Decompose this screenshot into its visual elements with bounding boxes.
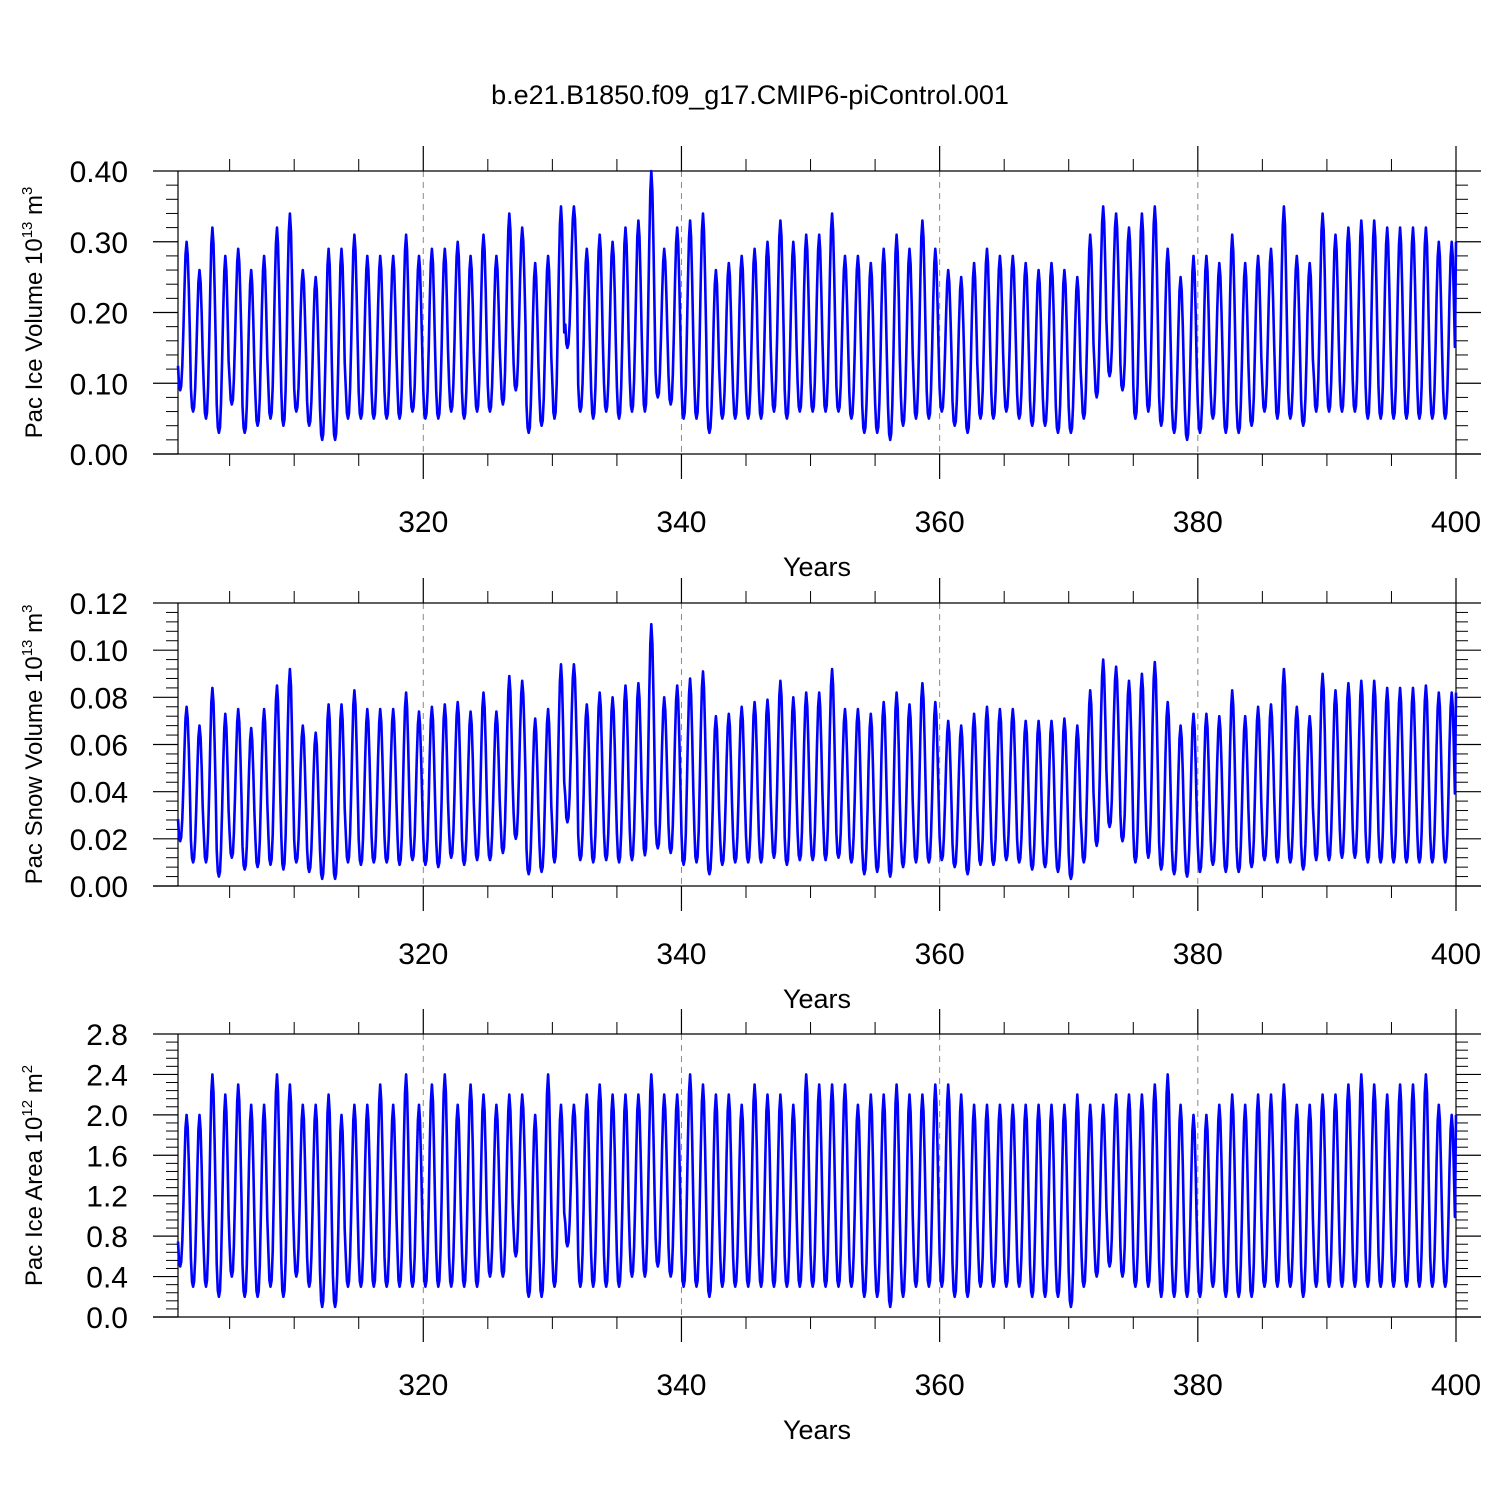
y-tick-label: 2.0 [86,1100,128,1133]
y-tick-label: 0.4 [86,1262,128,1295]
series-line [176,169,1458,442]
x-axis-label: Years [783,552,851,582]
series-line [176,1073,1458,1309]
y-tick-label: 0.08 [70,682,128,715]
x-tick-label: 360 [915,938,965,971]
x-axis-label: Years [783,1415,851,1445]
chart-panel-3: 0.0 0.4 0.8 1.2 1.6 2.0 2.4 2.8 320 340 360 380 400 Y… [19,1009,1481,1445]
y-tick-label: 0.10 [70,635,128,668]
y-tick-label: 2.4 [86,1059,128,1092]
x-tick-label: 360 [915,1369,965,1402]
x-tick-label: 320 [398,506,448,539]
y-tick-label: 0.30 [70,227,128,260]
x-tick-label: 360 [915,506,965,539]
x-tick-label: 340 [656,1369,706,1402]
y-tick-label: 0.0 [86,1302,128,1335]
y-tick-label: 0.06 [70,730,128,763]
y-axis-label: Pac Snow Volume 1013 m3 [19,605,48,885]
figure-title: b.e21.B1850.f09_g17.CMIP6-piControl.001 [491,80,1009,110]
x-tick-label: 320 [398,938,448,971]
x-tick-label: 400 [1431,506,1481,539]
x-tick-label: 340 [656,506,706,539]
x-axis-label: Years [783,984,851,1014]
y-tick-label: 0.12 [70,588,128,621]
y-tick-label: 1.2 [86,1181,128,1214]
y-axis-label: Pac Ice Volume 1013 m3 [19,187,48,439]
y-tick-label: 0.00 [70,871,128,904]
y-tick-label: 0.02 [70,824,128,857]
y-tick-label: 0.00 [70,439,128,472]
x-tick-label: 380 [1173,938,1223,971]
x-tick-label: 400 [1431,1369,1481,1402]
y-tick-label: 0.8 [86,1221,128,1254]
y-tick-label: 0.04 [70,777,128,810]
y-tick-label: 1.6 [86,1140,128,1173]
y-tick-label: 2.8 [86,1019,128,1052]
y-tick-label: 0.20 [70,298,128,331]
y-tick-label: 0.10 [70,368,128,401]
y-axis-label: Pac Ice Area 1012 m2 [19,1065,48,1286]
x-tick-label: 380 [1173,506,1223,539]
y-tick-label: 0.40 [70,156,128,189]
chart-panel-2: 0.00 0.02 0.04 0.06 0.08 0.10 0.12 320 340 360 380… [19,578,1481,1014]
series-line [176,622,1458,881]
x-tick-label: 340 [656,938,706,971]
chart-panel-1: 0.00 0.10 0.20 0.30 0.40 320 340 360 380 400 Years… [19,146,1481,582]
x-tick-label: 380 [1173,1369,1223,1402]
x-tick-label: 400 [1431,938,1481,971]
x-tick-label: 320 [398,1369,448,1402]
